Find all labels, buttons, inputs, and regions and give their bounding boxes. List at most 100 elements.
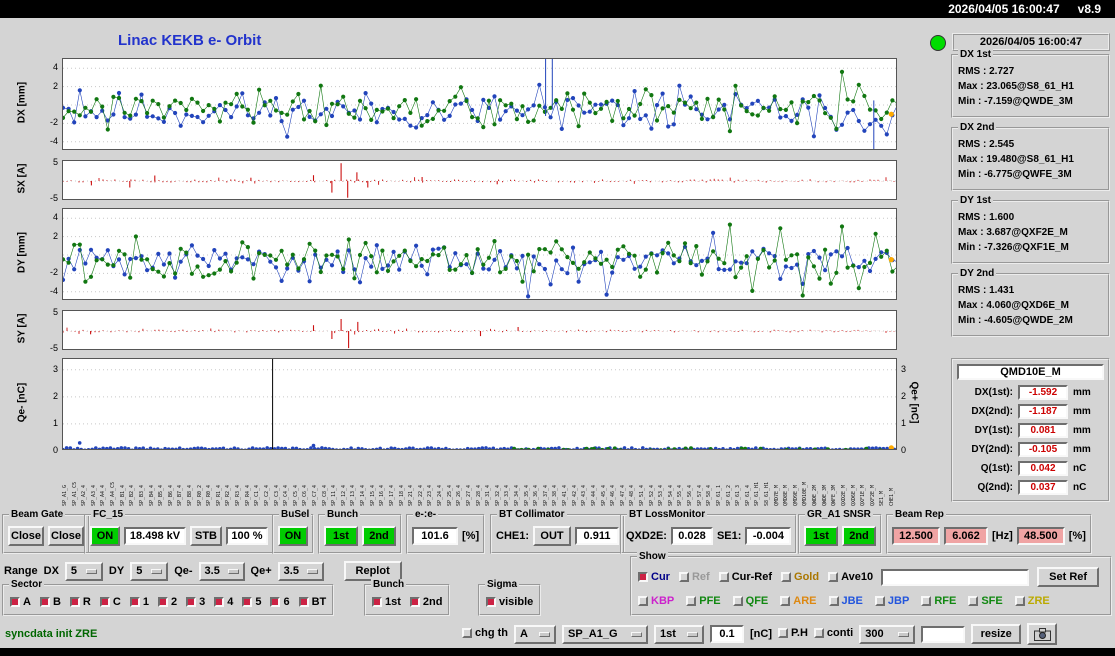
stats-line: RMS : 1.600 — [958, 212, 1015, 223]
bt-collimator-group-label: BT Collimator — [497, 509, 567, 520]
beam-gate-close-button-2[interactable]: Close — [48, 526, 84, 546]
x-axis-label: SP_31_4 — [485, 484, 492, 506]
sector-checkbox-6[interactable]: 6 — [270, 596, 290, 608]
sigma-checkbox-visible[interactable]: visible — [486, 596, 533, 608]
sector-checkbox-2[interactable]: 2 — [157, 596, 177, 608]
range-label: Range — [4, 565, 38, 577]
x-axis-label: QXD6E_M — [850, 484, 857, 506]
sector-checkbox-r[interactable]: R — [69, 596, 91, 608]
sector-checkbox-c[interactable]: C — [99, 596, 121, 608]
show-row-1: Cur Ref Cur-Ref Gold Ave10 Set Ref — [638, 565, 1104, 589]
show-checkbox-sfe[interactable]: SFE — [968, 595, 1003, 607]
show-checkbox-jbe-indicator — [828, 596, 839, 606]
y-tick-label: 5 — [52, 156, 58, 167]
x-axis-label: SP_46_4 — [610, 484, 617, 506]
beam-gate-close-button-1[interactable]: Close — [8, 526, 44, 546]
bunch-1st-button[interactable]: 1st — [324, 526, 358, 546]
fc15-stb-button[interactable]: STB — [190, 526, 222, 546]
sector-checkbox-a[interactable]: A — [10, 596, 31, 608]
show-checkbox-jbp[interactable]: JBP — [874, 595, 909, 607]
show-checkbox-zre[interactable]: ZRE — [1014, 595, 1050, 607]
bt-collimator-group: BT Collimator CHE1: OUT 0.911 — [490, 509, 626, 554]
conti-checkbox[interactable]: conti — [813, 627, 854, 639]
x-axis-label: SP_A4_C5 — [110, 481, 117, 506]
sector-checkbox-bt[interactable]: BT — [298, 596, 326, 608]
replot-button[interactable]: Replot — [343, 561, 402, 581]
show-checkbox-kbp[interactable]: KBP — [638, 595, 674, 607]
conti-checkbox-label: conti — [826, 627, 854, 639]
status-message: syncdata init ZRE — [5, 628, 98, 640]
ee-ratio-group: e-:e- 101.6 [%] — [406, 509, 486, 554]
sector-checkbox-6-indicator — [270, 597, 281, 607]
x-axis-label: SP_24_4 — [437, 484, 444, 506]
show-checkbox-kbp-label: KBP — [651, 595, 675, 607]
range-select-dy[interactable]: 5 — [130, 561, 169, 581]
gr-a1-1st-button[interactable]: 1st — [804, 526, 838, 546]
show-checkbox-jbe[interactable]: JBE — [828, 595, 863, 607]
beam-gate-group-label: Beam Gate — [9, 509, 66, 520]
bunch-checkbox-1st[interactable]: 1st — [372, 596, 401, 608]
bunch-checkbox-2nd[interactable]: 2nd — [409, 596, 442, 608]
chg-th-checkbox-indicator — [462, 628, 472, 638]
show-checkbox-cur[interactable]: Cur — [638, 571, 670, 583]
range-select-dx[interactable]: 5 — [64, 561, 103, 581]
busel-on-button[interactable]: ON — [278, 526, 308, 546]
x-axis-label: SP_43_4 — [581, 484, 588, 506]
bunch-2nd-button[interactable]: 2nd — [362, 526, 396, 546]
qmd-row-label: DY(2nd): — [971, 444, 1013, 455]
show-checkbox-ave10[interactable]: Ave10 — [828, 571, 873, 583]
stats-line: Min : -6.775@QWFE_3M — [958, 169, 1072, 180]
sector-checkbox-1[interactable]: 1 — [129, 596, 149, 608]
range-select-qeplus[interactable]: 3.5 — [277, 561, 324, 581]
x-axis-label: SP_R1_4 — [215, 484, 222, 506]
gr-a1-2nd-button[interactable]: 2nd — [842, 526, 876, 546]
qxd2e-label: QXD2E: — [626, 530, 667, 542]
sector-checkbox-5[interactable]: 5 — [242, 596, 261, 608]
ph-checkbox[interactable]: P.H — [778, 627, 808, 639]
show-checkbox-rfe[interactable]: RFE — [921, 595, 956, 607]
stats-line: RMS : 2.727 — [958, 66, 1015, 77]
screenshot-button[interactable] — [1027, 623, 1058, 645]
sigma-checkbox-visible-label: visible — [499, 596, 534, 608]
show-checkbox-are[interactable]: ARE — [780, 595, 817, 607]
show-checkbox-ref[interactable]: Ref — [678, 571, 710, 583]
interval-select[interactable]: 300 — [859, 624, 916, 644]
show-checkbox-qfe[interactable]: QFE — [732, 595, 768, 607]
che1-out-button[interactable]: OUT — [533, 526, 572, 546]
x-axis-label: SP_A3_4 — [90, 484, 97, 506]
show-checkbox-pfe[interactable]: PFE — [686, 595, 721, 607]
bunch-th-select[interactable]: 1st — [654, 624, 704, 644]
plot-dy — [62, 208, 897, 300]
sector-checkbox-6-label: 6 — [283, 596, 290, 608]
x-axis-label: SP_47_4 — [619, 484, 626, 506]
sector-checkbox-b[interactable]: B — [39, 596, 61, 608]
set-ref-button[interactable]: Set Ref — [1037, 567, 1100, 587]
beam-rep-value-2: 6.062 — [944, 527, 988, 545]
sector-checkbox-3[interactable]: 3 — [186, 596, 205, 608]
x-axis-label: SP_44_4 — [590, 484, 597, 506]
show-checkbox-cur-ref[interactable]: Cur-Ref — [718, 571, 772, 583]
dropdown-indicator-icon — [227, 568, 239, 574]
beam-rep-pct-unit: [%] — [1068, 530, 1086, 542]
stats-panel: DX 1st RMS : 2.727 Max : 23.065@S8_61_H1 Mi… — [951, 49, 1110, 346]
x-axis-label: SP_A4_4 — [100, 484, 107, 506]
range-select-qe[interactable]: 3.5 — [198, 561, 245, 581]
fc15-on-button[interactable]: ON — [90, 526, 120, 546]
sector-checkbox-3-indicator — [186, 597, 197, 607]
y-axis-label-dx: DX [mm] — [16, 81, 28, 124]
bottom-bar — [0, 648, 1115, 656]
sector-select[interactable]: A — [514, 624, 556, 644]
sector-checkbox-c-indicator — [99, 597, 110, 607]
resize-button[interactable]: resize — [971, 624, 1022, 644]
bpm-select[interactable]: SP_A1_G — [562, 624, 648, 644]
stats-group-title: DX 2nd — [958, 122, 997, 133]
sector-checkbox-4[interactable]: 4 — [214, 596, 233, 608]
dropdown-indicator-icon — [687, 631, 698, 637]
count-input[interactable] — [921, 625, 966, 643]
chg-th-checkbox[interactable]: chg th — [462, 627, 508, 639]
set-ref-input[interactable] — [881, 568, 1030, 586]
qmd-row-unit: mm — [1073, 406, 1091, 417]
show-checkbox-gold[interactable]: Gold — [781, 571, 819, 583]
status-timestamp: 2026/04/05 16:00:47 — [952, 33, 1110, 51]
x-axis-label: SP_C7_4 — [312, 484, 319, 506]
